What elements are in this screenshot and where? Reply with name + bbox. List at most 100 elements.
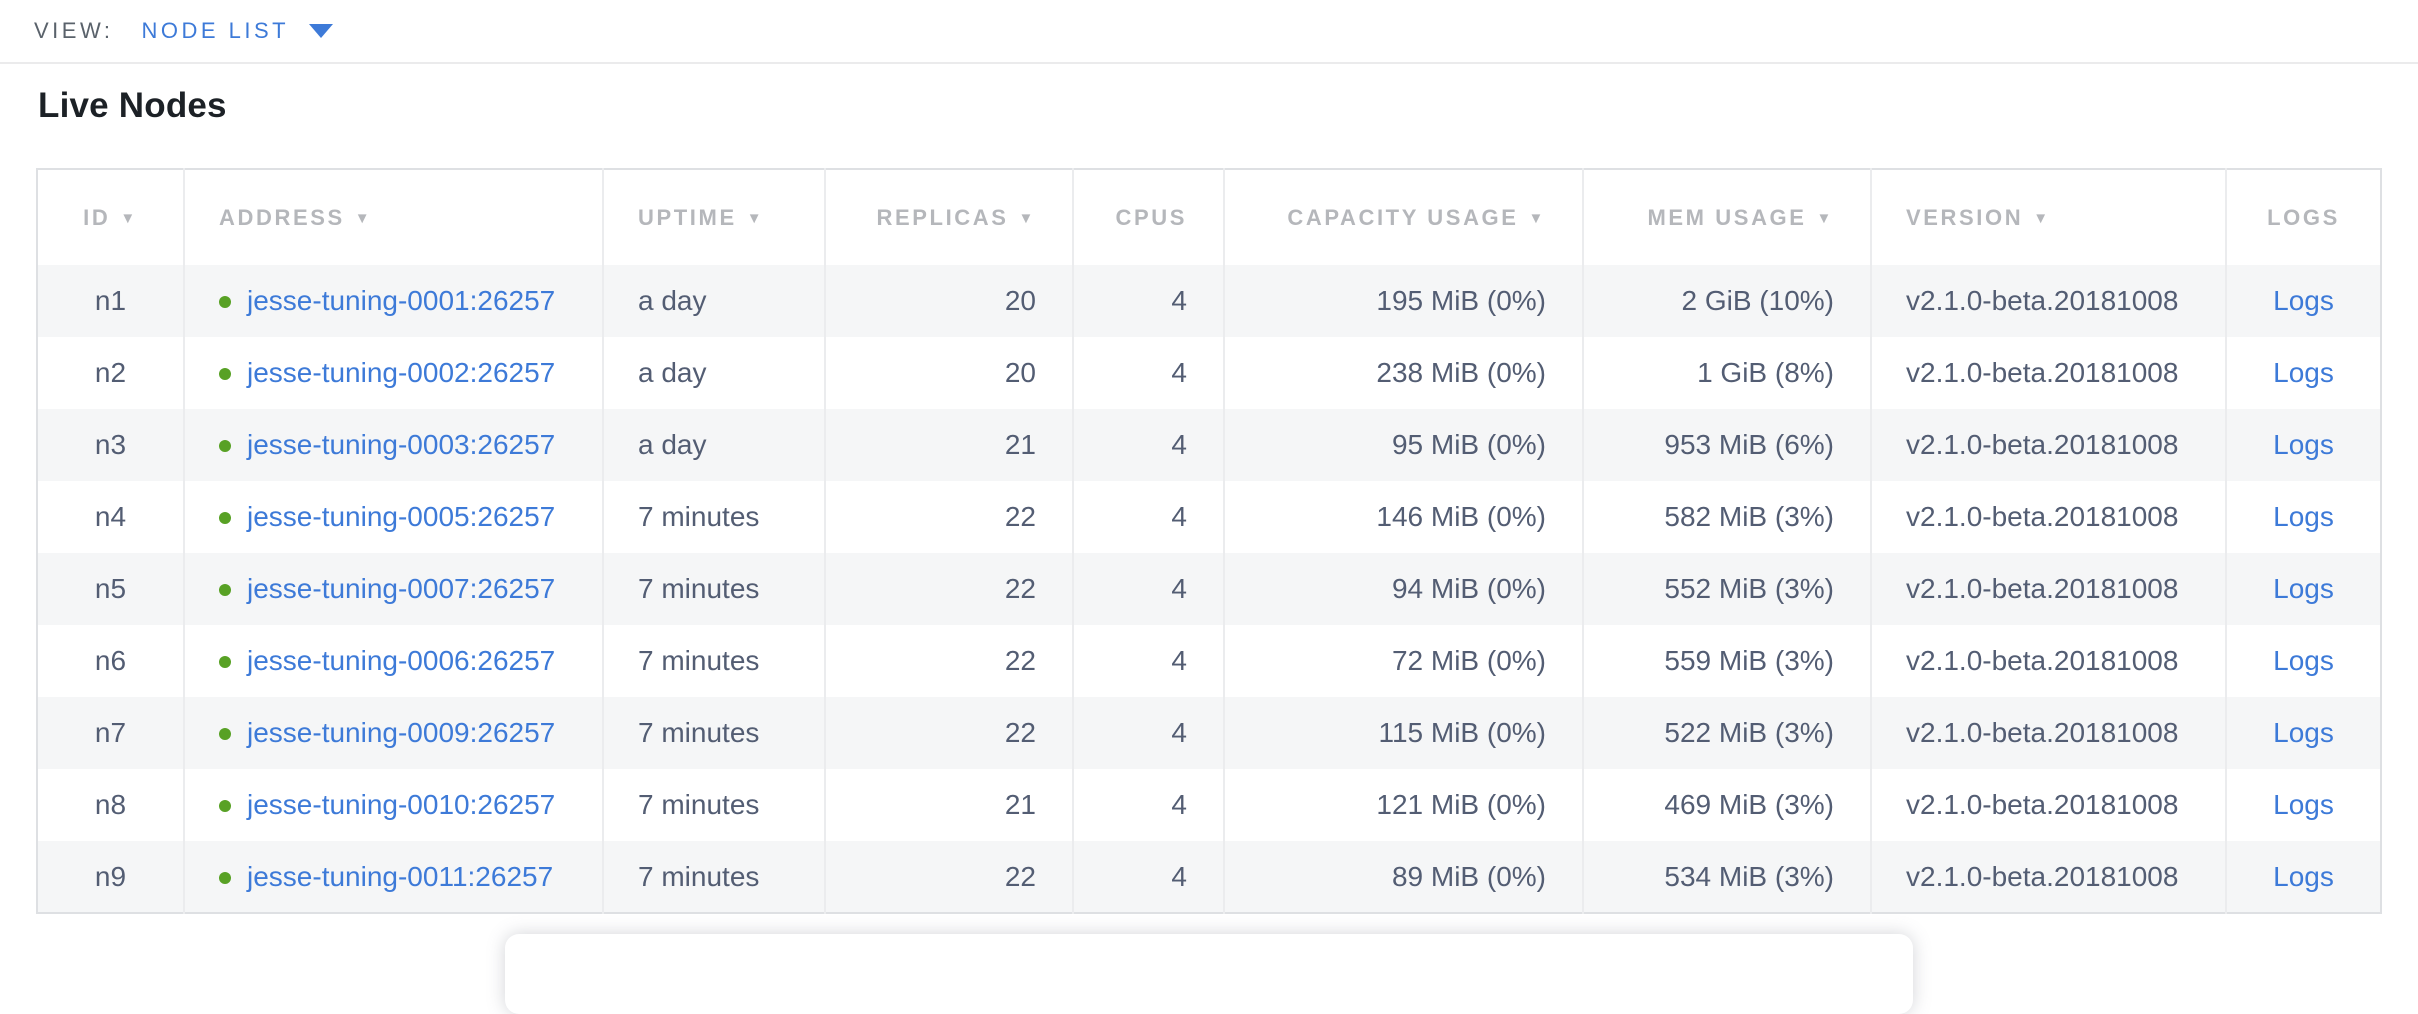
node-row: n8 jesse-tuning-0010:26257 7 minutes 21 4 121… (37, 769, 2381, 841)
column-header-cpus: CPUS (1072, 169, 1224, 265)
column-header-label: CPUS (1115, 204, 1187, 230)
node-address-link[interactable]: jesse-tuning-0005:26257 (247, 501, 556, 532)
cell-uptime: 7 minutes (602, 625, 825, 697)
node-logs-link[interactable]: Logs (2273, 789, 2334, 820)
column-header-label: UPTIME (638, 204, 737, 230)
cell-version: v2.1.0-beta.20181008 (1870, 481, 2226, 553)
cell-uptime: a day (602, 337, 825, 409)
node-address-link[interactable]: jesse-tuning-0003:26257 (247, 429, 556, 460)
view-dropdown[interactable]: NODE LIST (141, 18, 334, 44)
cell-id: n4 (94, 501, 127, 532)
node-address-link[interactable]: jesse-tuning-0001:26257 (247, 285, 556, 316)
column-header-id[interactable]: ID ▼ (37, 169, 184, 265)
cell-address: jesse-tuning-0003:26257 (183, 409, 603, 481)
cell-mem: 534 MiB (3%) (1582, 841, 1871, 913)
next-section-card-edge (505, 934, 1913, 1014)
cell-logs: Logs (2225, 625, 2381, 697)
node-logs-link[interactable]: Logs (2273, 429, 2334, 460)
cell-logs: Logs (2225, 265, 2381, 337)
cell-id: n6 (94, 645, 127, 676)
cell-logs: Logs (2225, 481, 2381, 553)
cell-version: v2.1.0-beta.20181008 (1870, 553, 2226, 625)
column-header-mem[interactable]: MEM USAGE ▼ (1582, 169, 1871, 265)
column-header-label: CAPACITY USAGE (1287, 204, 1519, 230)
cell-replicas: 22 (824, 481, 1073, 553)
cell-logs: Logs (2225, 337, 2381, 409)
cell-logs: Logs (2225, 769, 2381, 841)
cell-capacity: 89 MiB (0%) (1223, 841, 1583, 913)
node-logs-link[interactable]: Logs (2273, 860, 2334, 892)
cell-version: v2.1.0-beta.20181008 (1870, 409, 2226, 481)
header-row: ID ▼ ADDRESS ▼ UPTIME ▼ REPLICAS ▼ CPUS CAPACITY … (37, 169, 2381, 265)
cell-cpus: 4 (1072, 769, 1224, 841)
node-logs-link[interactable]: Logs (2273, 285, 2334, 316)
node-health-icon (219, 728, 231, 740)
cell-cpus: 4 (1072, 265, 1224, 337)
column-header-label: VERSION (1906, 204, 2024, 230)
column-header-version[interactable]: VERSION ▼ (1870, 169, 2226, 265)
cell-id: n8 (94, 789, 127, 820)
node-address-link[interactable]: jesse-tuning-0007:26257 (247, 573, 556, 604)
cell-uptime: a day (602, 409, 825, 481)
node-address-link[interactable]: jesse-tuning-0006:26257 (247, 645, 556, 676)
cell-logs: Logs (2225, 409, 2381, 481)
cell-replicas: 21 (824, 409, 1073, 481)
node-logs-link[interactable]: Logs (2273, 501, 2334, 532)
table-body: n1 jesse-tuning-0001:26257 a day 20 4 195 MiB… (37, 265, 2381, 913)
node-row: n9 jesse-tuning-0011:26257 7 minutes 22 4 89 … (37, 841, 2381, 913)
cell-replicas: 21 (824, 769, 1073, 841)
cell-mem: 469 MiB (3%) (1582, 769, 1871, 841)
cell-logs: Logs (2225, 697, 2381, 769)
cell-replicas: 22 (824, 553, 1073, 625)
sort-descending-icon: ▼ (1528, 209, 1546, 227)
cell-capacity: 238 MiB (0%) (1223, 337, 1583, 409)
cell-mem: 953 MiB (6%) (1582, 409, 1871, 481)
cell-uptime: a day (602, 265, 825, 337)
table-header: ID ▼ ADDRESS ▼ UPTIME ▼ REPLICAS ▼ CPUS CAPACITY … (37, 169, 2381, 265)
node-logs-link[interactable]: Logs (2273, 645, 2334, 676)
sort-descending-icon: ▼ (1018, 209, 1036, 227)
cell-address: jesse-tuning-0006:26257 (183, 625, 603, 697)
cell-version: v2.1.0-beta.20181008 (1870, 697, 2226, 769)
node-logs-link[interactable]: Logs (2273, 717, 2334, 748)
cell-cpus: 4 (1072, 625, 1224, 697)
cell-logs: Logs (2225, 841, 2381, 913)
cell-id: n9 (94, 860, 127, 892)
cell-version: v2.1.0-beta.20181008 (1870, 265, 2226, 337)
chevron-down-icon (309, 24, 334, 38)
node-logs-link[interactable]: Logs (2273, 357, 2334, 388)
cell-logs: Logs (2225, 553, 2381, 625)
node-health-icon (219, 656, 231, 668)
live-nodes-table: ID ▼ ADDRESS ▼ UPTIME ▼ REPLICAS ▼ CPUS CAPACITY … (36, 168, 2382, 914)
cell-address: jesse-tuning-0001:26257 (183, 265, 603, 337)
node-logs-link[interactable]: Logs (2273, 573, 2334, 604)
column-header-address[interactable]: ADDRESS ▼ (183, 169, 603, 265)
view-dropdown-value: NODE LIST (141, 18, 290, 43)
node-health-icon (219, 368, 231, 380)
cell-capacity: 95 MiB (0%) (1223, 409, 1583, 481)
cell-mem: 552 MiB (3%) (1582, 553, 1871, 625)
column-header-capacity[interactable]: CAPACITY USAGE ▼ (1223, 169, 1583, 265)
node-health-icon (219, 871, 231, 884)
cell-capacity: 115 MiB (0%) (1223, 697, 1583, 769)
node-health-icon (219, 800, 231, 812)
node-address-link[interactable]: jesse-tuning-0010:26257 (247, 789, 556, 820)
node-address-link[interactable]: jesse-tuning-0002:26257 (247, 357, 556, 388)
node-row: n5 jesse-tuning-0007:26257 7 minutes 22 4 94 … (37, 553, 2381, 625)
node-address-link[interactable]: jesse-tuning-0011:26257 (247, 860, 554, 892)
column-header-uptime[interactable]: UPTIME ▼ (602, 169, 825, 265)
cell-address: jesse-tuning-0011:26257 (183, 841, 603, 913)
cell-address: jesse-tuning-0002:26257 (183, 337, 603, 409)
node-row: n2 jesse-tuning-0002:26257 a day 20 4 238 MiB… (37, 337, 2381, 409)
cell-id: n5 (94, 573, 127, 604)
node-health-icon (219, 296, 231, 308)
column-header-replicas[interactable]: REPLICAS ▼ (824, 169, 1073, 265)
cell-capacity: 94 MiB (0%) (1223, 553, 1583, 625)
cell-version: v2.1.0-beta.20181008 (1870, 337, 2226, 409)
cell-capacity: 121 MiB (0%) (1223, 769, 1583, 841)
cell-id: n1 (94, 285, 127, 316)
node-address-link[interactable]: jesse-tuning-0009:26257 (247, 717, 556, 748)
column-header-label: ADDRESS (219, 204, 345, 230)
column-header-label: ID (83, 204, 111, 230)
cell-replicas: 20 (824, 337, 1073, 409)
